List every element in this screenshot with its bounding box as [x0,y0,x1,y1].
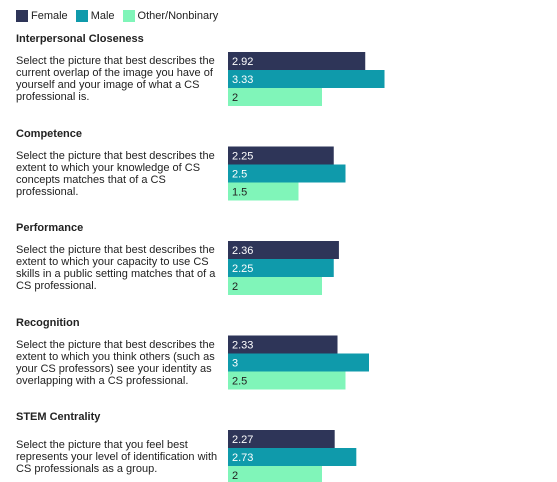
group-title: Interpersonal Closeness [16,33,144,45]
legend-item: Male [75,10,115,22]
bar-value-label: 2 [232,92,238,104]
bar-value-label: 2.25 [232,263,253,275]
legend-item: Female [16,10,68,22]
bar [228,353,369,372]
bar-value-label: 3 [232,357,238,369]
legend-swatch [75,10,88,22]
group-description: Select the picture that best describes t… [16,149,215,198]
legend-swatch [122,10,135,22]
legend-swatch [16,10,28,22]
bar-value-label: 2.27 [232,434,253,446]
legend-item: Other/Nonbinary [122,10,219,22]
bar-value-label: 2.5 [232,375,247,387]
bar [228,448,357,466]
bar [228,146,334,165]
bar [228,259,334,277]
bar-value-label: 2.33 [232,339,253,351]
bar-value-label: 2.25 [232,150,253,162]
group-description: Select the picture that you feel best re… [16,439,218,475]
bar [228,466,322,482]
group-description: Select the picture that best describes t… [16,338,215,387]
bar-value-label: 2.36 [232,245,253,257]
bar [228,241,339,259]
bar [228,277,322,295]
legend-label: Male [90,10,115,22]
bar [228,371,346,390]
bar [228,164,346,183]
bar-value-label: 2.73 [232,452,253,464]
bar-value-label: 2.92 [232,56,253,68]
bar [228,430,335,448]
bar [228,335,338,354]
group-title: Recognition [16,316,80,329]
group-title: Performance [16,222,84,234]
bar-value-label: 2.5 [232,168,247,180]
bar-value-label: 2 [232,470,238,482]
bar [228,52,366,70]
bar-value-label: 1.5 [232,186,247,198]
bar-value-label: 3.33 [232,74,253,86]
bar [228,182,299,201]
bar [228,70,385,88]
group-title: Competence [16,127,83,140]
legend-label: Other/Nonbinary [137,10,219,22]
legend-label: Female [31,10,68,22]
bar-value-label: 2 [232,281,238,293]
group-description: Select the picture that best describes t… [16,55,215,103]
group-title: STEM Centrality [16,411,101,423]
bar [228,88,322,106]
group-description: Select the picture that best describes t… [16,244,216,292]
